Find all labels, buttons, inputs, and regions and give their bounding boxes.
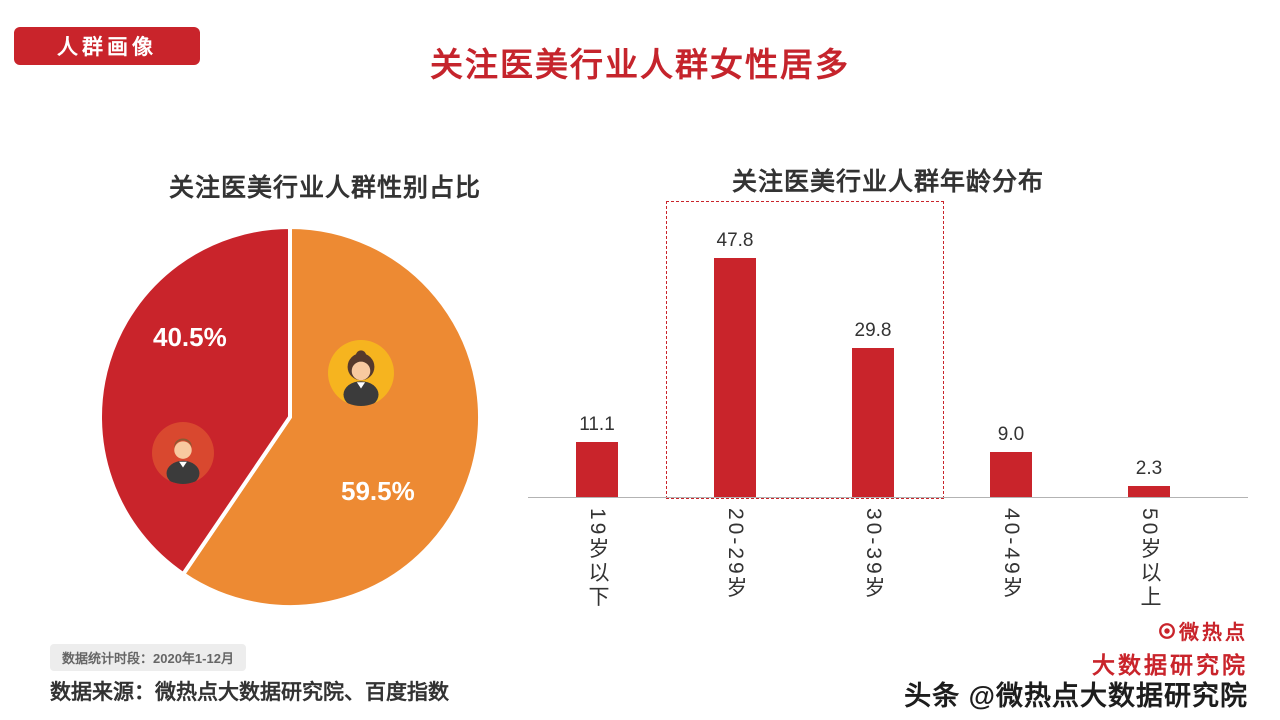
bar-value-label: 29.8 [854,320,892,341]
bar [990,452,1032,497]
pie-chart [98,225,482,609]
bar-value-label: 2.3 [1135,457,1163,479]
bar-category-label: 19岁以下 [586,508,609,610]
bar-category-label: 30-39岁 [862,508,885,601]
highlight-dashed-box [666,201,944,499]
male-avatar-icon [152,422,214,489]
bar-categories: 19岁以下 20-29岁 30-39岁 40-49岁 50岁以上 [528,508,1218,609]
pie-slice-女性 [181,225,482,609]
female-share-label: 59.5% [341,476,415,506]
data-source-text: 数据来源：微热点大数据研究院、百度指数 [50,681,449,704]
bar-category-label: 20-29岁 [724,508,747,601]
gender-pie-chart: 40.5% 59.5% [95,222,485,612]
pie-chart-title: 关注医美行业人群性别占比 [168,174,481,202]
bar-chart-title: 关注医美行业人群年龄分布 [731,168,1044,196]
watermark-text: 头条 @微热点大数据研究院 [904,681,1248,711]
brand-logo: 微热点 大数据研究院 [1092,616,1248,680]
bar-category-label: 40-49岁 [1000,508,1023,601]
brand-name: 微热点 [1179,622,1248,644]
bar-slot: 9.0 [942,424,1080,497]
data-period-label: 数据统计时段：2020年1-12月 [62,651,234,666]
bar-slot: 29.8 [804,320,942,497]
x-axis-line [528,497,1248,498]
section-badge: 人群画像 [14,27,200,65]
bar-slot: 11.1 [528,413,666,497]
bar-slot: 2.3 [1080,457,1218,497]
bar-category-label: 50岁以上 [1138,508,1161,610]
section-badge-label: 人群画像 [57,36,157,59]
bar-category: 50岁以上 [1080,508,1218,609]
bar-value-label: 9.0 [997,424,1025,445]
bar-value-label: 47.8 [716,230,754,251]
brand-swirl-icon [1158,622,1176,640]
bar [576,441,618,497]
bar [852,348,894,497]
bar-category: 20-29岁 [666,508,804,609]
data-period-badge: 数据统计时段：2020年1-12月 [50,644,246,671]
bar-category: 40-49岁 [942,508,1080,609]
brand-subname: 大数据研究院 [1092,652,1248,678]
bar-slot: 47.8 [666,230,804,497]
female-avatar-icon [328,340,394,411]
bar [1128,485,1170,497]
bar [714,258,756,497]
male-share-label: 40.5% [153,322,227,352]
bar-category: 30-39岁 [804,508,942,609]
bar-category: 19岁以下 [528,508,666,609]
bar-value-label: 11.1 [579,413,615,435]
bar-plot: 11.1 47.8 29.8 9.0 2.3 [528,230,1218,497]
pie-slice-男性 [98,225,292,577]
page-title: 关注医美行业人群女性居多 [430,46,850,83]
